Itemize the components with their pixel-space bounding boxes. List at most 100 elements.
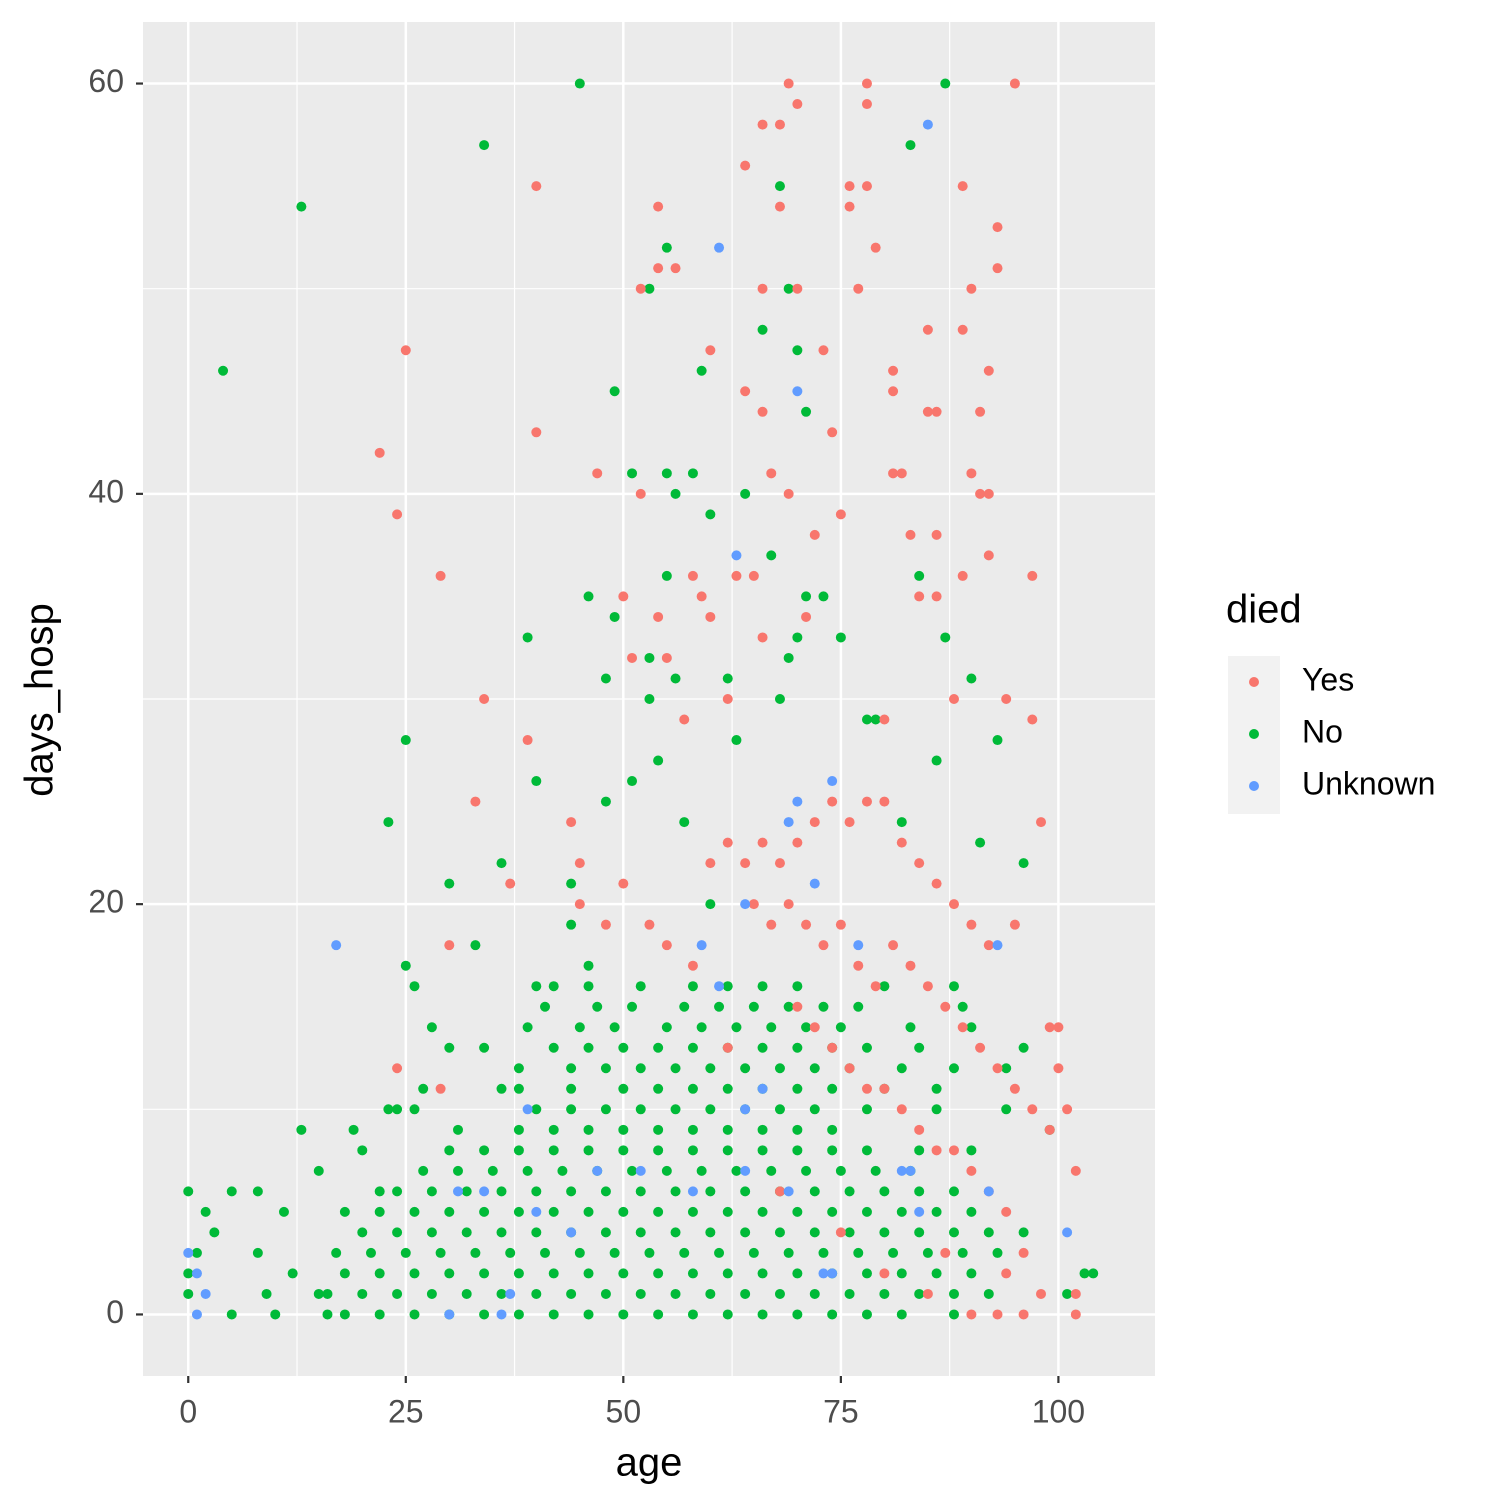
point (627, 1165, 638, 1176)
point (1062, 1227, 1073, 1238)
point (731, 550, 742, 561)
point (888, 365, 899, 376)
point (888, 468, 899, 479)
point (861, 99, 872, 110)
point (792, 1309, 803, 1320)
point (861, 1042, 872, 1053)
point (792, 796, 803, 807)
point (479, 1186, 490, 1197)
point (278, 1206, 289, 1217)
point (261, 1288, 272, 1299)
point (531, 427, 542, 438)
point (740, 1227, 751, 1238)
point (540, 1247, 551, 1258)
point (705, 611, 716, 622)
point (574, 1247, 585, 1258)
point (983, 550, 994, 561)
point (896, 468, 907, 479)
point (574, 78, 585, 89)
point (809, 1022, 820, 1033)
point (653, 1268, 664, 1279)
point (879, 1288, 890, 1299)
point (531, 981, 542, 992)
point (827, 776, 838, 787)
point (931, 755, 942, 766)
point (774, 1063, 785, 1074)
point (252, 1247, 263, 1258)
point (522, 1104, 533, 1115)
point (922, 1288, 933, 1299)
point (861, 796, 872, 807)
point (444, 878, 455, 889)
point (392, 1186, 403, 1197)
point (618, 591, 629, 602)
point (809, 1186, 820, 1197)
point (835, 919, 846, 930)
point (374, 1186, 385, 1197)
point (627, 776, 638, 787)
point (705, 1063, 716, 1074)
point (635, 1063, 646, 1074)
point (992, 735, 1003, 746)
point (540, 1001, 551, 1012)
point (331, 1247, 342, 1258)
point (748, 570, 759, 581)
point (992, 222, 1003, 233)
point (635, 1186, 646, 1197)
point (348, 1124, 359, 1135)
point (905, 1022, 916, 1033)
point (722, 673, 733, 684)
point (583, 1145, 594, 1156)
point (635, 981, 646, 992)
point (931, 406, 942, 417)
point (809, 1288, 820, 1299)
point (1018, 858, 1029, 869)
point (809, 1227, 820, 1238)
point (888, 1247, 899, 1258)
point (287, 1268, 298, 1279)
point (792, 99, 803, 110)
x-tick-label: 25 (388, 1393, 424, 1429)
point (226, 1186, 237, 1197)
point (914, 1124, 925, 1135)
point (792, 632, 803, 643)
point (766, 919, 777, 930)
point (966, 1165, 977, 1176)
point (931, 1104, 942, 1115)
point (653, 1309, 664, 1320)
point (948, 1186, 959, 1197)
y-tick-label: 0 (106, 1294, 124, 1330)
point (513, 1309, 524, 1320)
point (722, 1268, 733, 1279)
point (757, 1206, 768, 1217)
point (696, 1022, 707, 1033)
point (566, 817, 577, 828)
point (774, 1227, 785, 1238)
point (618, 1309, 629, 1320)
point (531, 1288, 542, 1299)
point (687, 468, 698, 479)
legend-key (1249, 781, 1259, 791)
point (757, 837, 768, 848)
point (661, 570, 672, 581)
point (548, 1042, 559, 1053)
point (757, 1268, 768, 1279)
point (792, 386, 803, 397)
point (392, 1104, 403, 1115)
point (531, 776, 542, 787)
point (435, 1247, 446, 1258)
point (583, 1309, 594, 1320)
point (479, 1309, 490, 1320)
point (896, 837, 907, 848)
point (792, 1206, 803, 1217)
point (896, 1165, 907, 1176)
point (905, 140, 916, 151)
point (914, 858, 925, 869)
point (461, 1227, 472, 1238)
point (757, 1042, 768, 1053)
point (714, 1001, 725, 1012)
point (418, 1083, 429, 1094)
point (670, 263, 681, 274)
point (1001, 1206, 1012, 1217)
point (357, 1227, 368, 1238)
